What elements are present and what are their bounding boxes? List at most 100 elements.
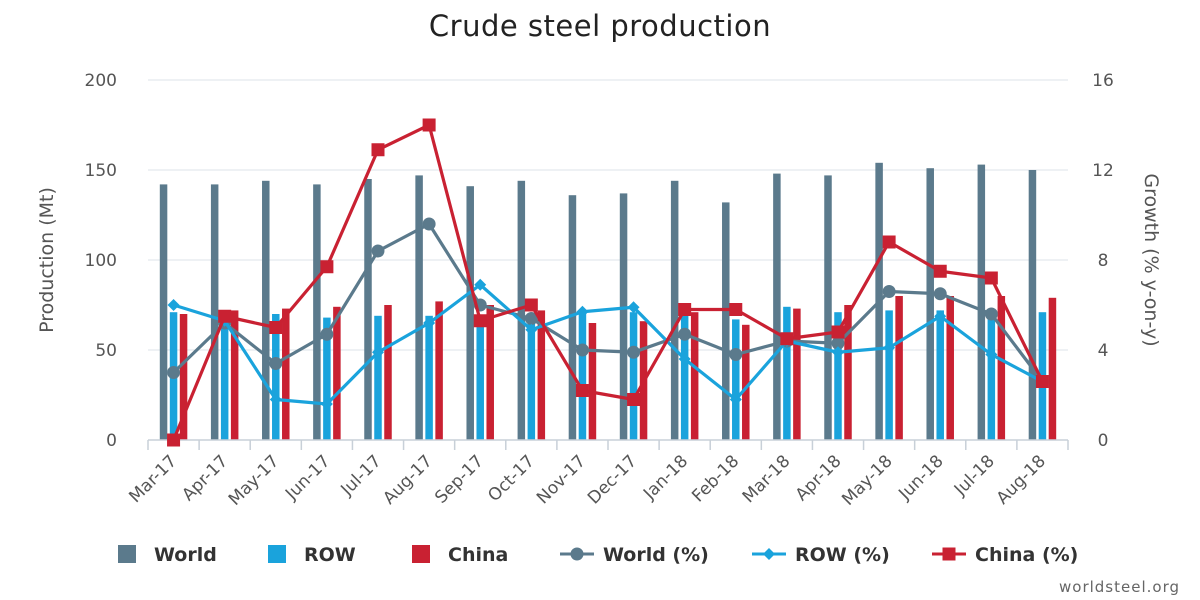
bar-china-jun-18: [946, 296, 954, 440]
bar-china-nov-17: [588, 323, 597, 440]
legend-label: World: [154, 544, 217, 566]
bar-row-oct-17: [527, 314, 536, 440]
point-world-mar-17: [167, 366, 181, 379]
point-china-dec-17: [627, 393, 641, 406]
bar-world-sep-17: [466, 186, 474, 440]
bar-world-feb-18: [722, 202, 730, 440]
bar-china-feb-18: [742, 324, 750, 440]
point-row-may-17: [269, 393, 282, 406]
line-china: [172, 123, 1044, 441]
x-tick-label: Aug-18: [993, 451, 1050, 508]
legend-label: World (%): [603, 544, 709, 566]
y2-tick-label: 4: [1098, 341, 1109, 361]
bar-world-may-17: [262, 180, 270, 441]
point-china-apr-17: [218, 309, 232, 323]
legend-marker: [763, 548, 775, 560]
x-tick-label: Mar-18: [739, 451, 795, 507]
bar-world-nov-17: [568, 195, 577, 440]
bar-world-jun-18: [926, 168, 934, 440]
bar-row-jul-18: [987, 310, 996, 440]
y2-axis-ticks: 0 4 8 12 16: [1092, 71, 1114, 451]
point-world-jun-18: [933, 287, 947, 301]
x-tick-label: Apr-18: [792, 451, 846, 505]
bar-row-feb-18: [732, 319, 740, 440]
bar-world-jul-17: [364, 179, 372, 440]
bar-china-mar-18: [793, 308, 801, 440]
y-tick-label: 0: [106, 431, 117, 451]
point-china-aug-18: [1035, 375, 1049, 388]
point-row-aug-17: [423, 317, 436, 329]
bar-row-may-18: [885, 310, 893, 440]
y2-axis-title: Growth (% y-on-y): [1140, 173, 1162, 346]
bar-row-apr-18: [834, 312, 842, 440]
bar-row-dec-17: [629, 312, 638, 440]
x-tick-label: Oct-17: [484, 451, 539, 506]
bar-row-apr-17: [220, 314, 229, 440]
point-china-sep-17: [473, 314, 487, 328]
x-tick-label: Jun-17: [281, 451, 334, 504]
bar-china-jun-17: [333, 306, 341, 440]
point-row-jan-18: [678, 353, 691, 365]
legend-marker: [942, 547, 956, 561]
y-tick-label: 100: [85, 251, 117, 271]
legend-swatch: [118, 545, 136, 563]
point-china-oct-17: [524, 298, 538, 312]
point-china-aug-17: [422, 118, 436, 132]
line-world: [172, 222, 1044, 383]
point-china-nov-17: [575, 384, 589, 397]
bar-row-jun-18: [936, 310, 944, 440]
point-china-may-17: [269, 321, 283, 334]
y-axis-ticks: 0 50 100 150 200: [85, 71, 117, 451]
bar-world-jul-18: [977, 164, 986, 440]
x-tick-label: Jun-18: [894, 451, 947, 504]
y-axis-title: Production (Mt): [36, 187, 58, 333]
bar-china-jul-17: [384, 305, 392, 440]
bar-row-nov-17: [578, 310, 587, 440]
point-china-jun-18: [933, 264, 947, 278]
x-tick-label: Feb-18: [688, 451, 743, 506]
point-world-aug-17: [422, 217, 436, 231]
point-china-feb-18: [729, 303, 743, 316]
x-tick-label: Dec-17: [584, 451, 641, 508]
bar-row-sep-17: [476, 321, 484, 440]
point-china-jan-18: [678, 303, 692, 316]
legend-label: China (%): [975, 544, 1078, 566]
point-row-jul-18: [985, 348, 998, 361]
bar-world-apr-17: [210, 184, 219, 440]
bar-row-mar-18: [783, 306, 791, 440]
y2-tick-label: 16: [1092, 71, 1114, 91]
bar-china-apr-18: [844, 305, 852, 440]
point-world-may-17: [269, 357, 283, 370]
point-row-jun-17: [320, 398, 333, 410]
point-world-apr-18: [831, 336, 845, 350]
point-china-jul-17: [371, 143, 385, 157]
legend-label: ROW (%): [795, 544, 890, 566]
legend-label: China: [448, 544, 508, 566]
point-row-oct-17: [525, 323, 538, 336]
point-china-mar-18: [780, 332, 794, 346]
x-tick-label: Apr-17: [178, 451, 232, 505]
point-row-jun-18: [934, 310, 947, 323]
bar-china-may-18: [895, 296, 903, 440]
bar-row-may-17: [272, 314, 280, 440]
bar-world-oct-17: [517, 180, 526, 441]
bar-row-jan-18: [680, 310, 689, 440]
y-tick-label: 200: [85, 71, 117, 91]
x-tick-label: Jul-18: [950, 451, 999, 500]
bar-world-mar-18: [773, 173, 781, 440]
point-row-feb-18: [729, 393, 742, 406]
point-world-feb-18: [729, 348, 743, 361]
x-tick-label: Aug-17: [379, 451, 436, 508]
point-row-jul-17: [372, 346, 384, 359]
y2-tick-label: 8: [1098, 251, 1109, 271]
bar-china-may-17: [282, 308, 290, 440]
point-world-jun-17: [320, 327, 334, 341]
credit: worldsteel.org: [1059, 578, 1180, 596]
x-tick-label: May-18: [838, 451, 896, 509]
point-world-oct-17: [524, 312, 538, 325]
x-tick-label: Sep-17: [431, 451, 487, 507]
bar-china-oct-17: [537, 310, 546, 440]
bar-china-apr-17: [230, 310, 239, 440]
